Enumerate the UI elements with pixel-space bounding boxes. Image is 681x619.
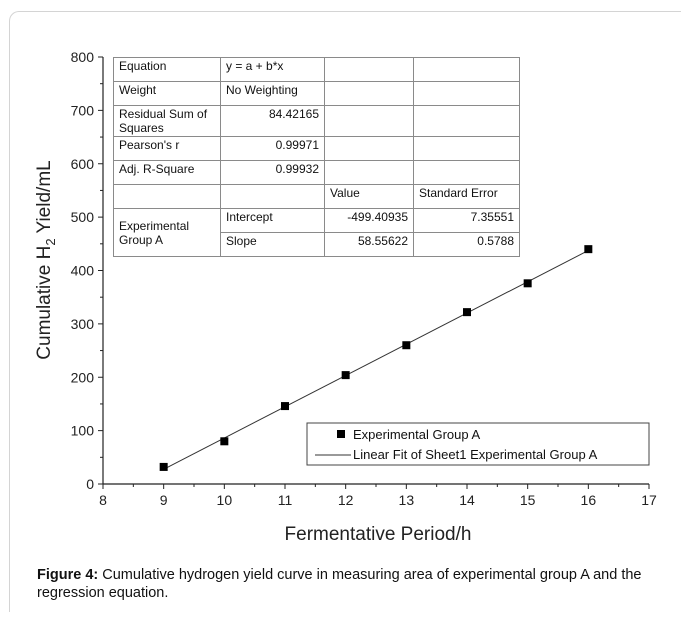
- fit-table-cell: No Weighting: [220, 81, 325, 106]
- y-tick-label: 800: [71, 49, 95, 65]
- fit-table-cell: -499.40935: [324, 208, 414, 233]
- fit-table-cell: [413, 136, 520, 161]
- fit-table-cell: [220, 184, 325, 209]
- fit-table-cell: 7.35551: [413, 208, 520, 233]
- data-point-marker: [402, 341, 411, 350]
- y-tick-label: 300: [71, 316, 95, 332]
- data-point-marker: [463, 308, 471, 317]
- fit-table-row: Adj. R-Square 0.99932: [113, 160, 520, 185]
- fit-table-cell: [324, 136, 414, 161]
- legend: Experimental Group A Linear Fit of Sheet…: [306, 422, 650, 466]
- fit-table-cell: Slope: [220, 232, 325, 257]
- data-point-marker: [584, 245, 593, 254]
- x-tick-label: 13: [399, 492, 415, 508]
- x-tick-label: 17: [641, 492, 657, 508]
- y-axis-label-subscript: 2: [43, 238, 58, 245]
- caption-label: Figure 4:: [37, 567, 99, 583]
- fit-table-cell: Weight: [113, 81, 221, 106]
- fit-table-cell: Intercept: [220, 208, 325, 233]
- fit-table-cell: [413, 160, 520, 185]
- fit-table-cell: Residual Sum of Squares: [113, 105, 221, 137]
- data-point-marker: [281, 402, 289, 411]
- x-tick-label: 16: [581, 492, 597, 508]
- y-axis-ticks: 0 100 200 300 400 500 600 700 800: [71, 49, 103, 492]
- y-tick-label: 200: [71, 369, 95, 385]
- fit-table-row: Slope 58.55622 0.5788: [114, 232, 520, 257]
- x-tick-label: 8: [99, 492, 107, 508]
- fit-table-row: Value Standard Error: [113, 184, 520, 209]
- caption-text: Cumulative hydrogen yield curve in measu…: [37, 567, 642, 601]
- x-axis-label: Fermentative Period/h: [285, 524, 472, 545]
- fit-table-cell: [413, 81, 520, 106]
- fit-results-table: Equation y = a + b*x Weight No Weighting Res…: [113, 57, 520, 257]
- fit-table-cell: Equation: [113, 57, 221, 82]
- y-tick-label: 100: [71, 423, 95, 439]
- y-tick-label: 400: [71, 263, 95, 279]
- x-tick-label: 9: [160, 492, 168, 508]
- fit-table-cell: [324, 57, 414, 82]
- y-axis-label: Cumulative H2 Yield/mL: [34, 160, 58, 359]
- fit-table-cell: Pearson's r: [113, 136, 221, 161]
- figure-frame: [9, 11, 681, 612]
- y-tick-label: 700: [71, 102, 95, 118]
- y-axis-label-tail: Yield/mL: [34, 160, 55, 238]
- x-tick-label: 14: [459, 492, 475, 508]
- fit-table-cell: 0.99971: [220, 136, 325, 161]
- x-axis-ticks: 8 9 10 11 12 13 14 15 16 17: [99, 484, 657, 508]
- fit-table-cell: [324, 105, 414, 137]
- fit-table-cell: 84.42165: [220, 105, 325, 137]
- legend-label-fit: Linear Fit of Sheet1 Experimental Group …: [353, 447, 598, 462]
- plot-area: [159, 245, 593, 471]
- legend-marker-square: [337, 430, 345, 438]
- fit-table-cell: [324, 160, 414, 185]
- chart: 8 9 10 11 12 13 14 15 16 17 0 100 200 300 400 500 600 70…: [34, 49, 657, 545]
- legend-label-markers: Experimental Group A: [353, 427, 481, 442]
- x-tick-label: 11: [278, 492, 293, 508]
- y-tick-label: 600: [71, 156, 95, 172]
- fit-table-row: Experimental Group A Intercept -499.40935 7…: [113, 208, 520, 257]
- fit-table-cell: Standard Error: [413, 184, 520, 209]
- data-point-marker: [341, 371, 350, 380]
- fit-line: [163, 250, 589, 470]
- fit-table-cell: 0.99932: [220, 160, 325, 185]
- y-tick-label: 500: [71, 209, 95, 225]
- fit-table-cell: y = a + b*x: [220, 57, 325, 82]
- figure-caption: Figure 4: Cumulative hydrogen yield curv…: [37, 566, 657, 602]
- fit-table-cell: 0.5788: [413, 232, 520, 257]
- fit-table-cell: [113, 184, 221, 209]
- fit-table-row: Equation y = a + b*x: [113, 57, 520, 82]
- fit-table-row: Residual Sum of Squares 84.42165: [113, 105, 520, 137]
- fit-table-row: Pearson's r 0.99971: [113, 136, 520, 161]
- fit-table-cell: 58.55622: [324, 232, 414, 257]
- fit-table-cell: Adj. R-Square: [113, 160, 221, 185]
- x-tick-label: 15: [520, 492, 536, 508]
- fit-table-cell: Experimental Group A: [113, 208, 221, 257]
- fit-table-row: Weight No Weighting: [113, 81, 520, 106]
- data-point-marker: [220, 437, 229, 446]
- data-point-marker: [159, 462, 168, 471]
- data-point-marker: [523, 279, 532, 288]
- y-axis-label-main: Cumulative H: [34, 246, 55, 360]
- x-tick-label: 12: [338, 492, 354, 508]
- x-tick-label: 10: [217, 492, 233, 508]
- legend-box: [306, 422, 650, 466]
- y-tick-label: 0: [86, 476, 94, 492]
- fit-table-cell: [413, 57, 520, 82]
- fit-table-cell: [324, 81, 414, 106]
- fit-table-cell: [413, 105, 520, 137]
- fit-table-cell: Value: [324, 184, 414, 209]
